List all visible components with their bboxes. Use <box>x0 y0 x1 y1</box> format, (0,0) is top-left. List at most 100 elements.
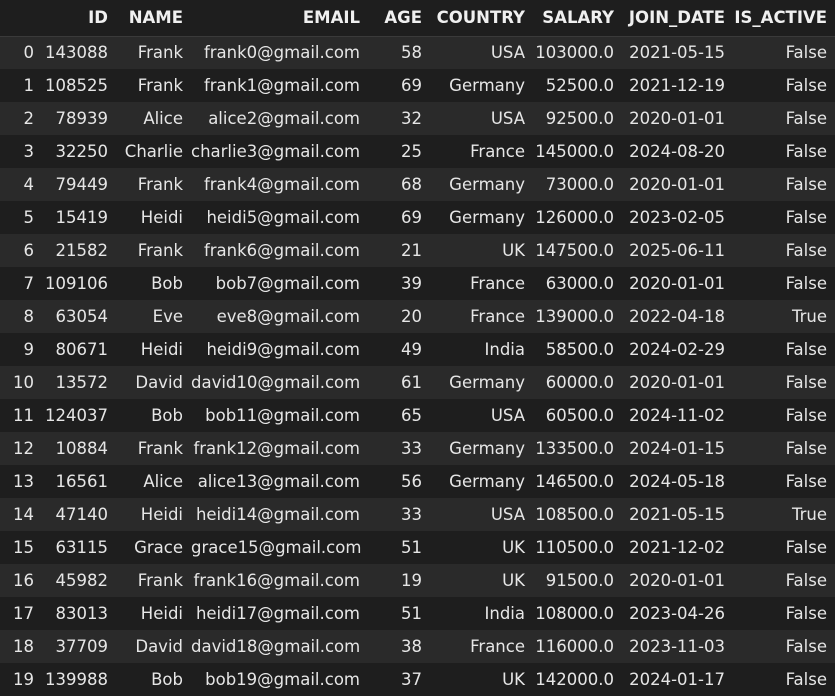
cell-is-active: False <box>785 109 827 128</box>
cell-age: 38 <box>401 637 422 656</box>
header-index <box>0 0 40 37</box>
cell-salary: 91500.0 <box>545 571 614 590</box>
table-row: 2 78939 Alice alice2@gmail.com 32 USA 92500.0 2… <box>0 102 835 135</box>
cell-age: 51 <box>401 604 422 623</box>
cell-age: 56 <box>401 472 422 491</box>
cell-salary: 103000.0 <box>535 43 614 63</box>
cell-country: UK <box>502 538 525 557</box>
header-is-active: IS_ACTIVE <box>733 0 835 37</box>
cell-is-active: False <box>785 472 827 491</box>
header-join-date: JOIN_DATE <box>622 0 733 37</box>
cell-join-date: 2025-06-11 <box>629 241 725 260</box>
cell-name: Bob <box>151 274 183 293</box>
cell-country: India <box>484 604 526 623</box>
cell-age: 68 <box>401 175 422 194</box>
cell-age: 33 <box>401 505 422 524</box>
cell-country: Germany <box>449 208 525 227</box>
cell-name: Frank <box>137 76 183 95</box>
table-row: 15 63115 Grace grace15@gmail.com 51 UK 110500.… <box>0 531 835 564</box>
cell-country: USA <box>490 43 525 63</box>
cell-email: frank1@gmail.com <box>203 76 360 95</box>
cell-email: frank0@gmail.com <box>203 43 360 63</box>
row-index: 8 <box>23 307 35 326</box>
cell-is-active: False <box>785 373 827 392</box>
cell-salary: 139000.0 <box>535 307 614 326</box>
cell-country: Germany <box>449 373 525 392</box>
cell-age: 21 <box>401 241 422 260</box>
cell-join-date: 2024-01-15 <box>629 439 725 458</box>
table-row: 7 109106 Bob bob7@gmail.com 39 France 63000.0 2… <box>0 267 835 300</box>
cell-country: India <box>484 340 526 359</box>
row-index: 7 <box>23 274 35 293</box>
header-email: EMAIL <box>191 0 368 37</box>
cell-id: 13572 <box>55 373 109 392</box>
cell-id: 45982 <box>55 571 109 590</box>
cell-country: France <box>470 142 525 161</box>
cell-is-active: True <box>791 307 827 326</box>
cell-country: UK <box>502 241 525 260</box>
cell-country: Germany <box>449 175 525 194</box>
cell-salary: 116000.0 <box>535 637 614 656</box>
cell-country: USA <box>490 109 525 128</box>
cell-age: 69 <box>401 208 422 227</box>
cell-join-date: 2024-01-17 <box>629 670 725 689</box>
cell-salary: 126000.0 <box>535 208 614 227</box>
cell-email: david10@gmail.com <box>191 373 361 392</box>
cell-email: alice2@gmail.com <box>208 109 360 128</box>
cell-email: alice13@gmail.com <box>197 472 360 491</box>
cell-email: bob11@gmail.com <box>205 406 360 425</box>
cell-age: 25 <box>401 142 422 161</box>
cell-is-active: False <box>785 76 827 95</box>
cell-join-date: 2024-02-29 <box>629 340 725 359</box>
row-index: 13 <box>13 472 34 491</box>
cell-country: USA <box>490 406 525 425</box>
cell-is-active: False <box>785 538 827 557</box>
cell-name: Grace <box>134 538 183 557</box>
cell-name: David <box>135 373 183 392</box>
cell-age: 58 <box>401 43 422 63</box>
cell-salary: 108500.0 <box>535 505 614 524</box>
row-index: 19 <box>13 670 34 689</box>
row-index: 11 <box>13 406 34 425</box>
cell-id: 108525 <box>45 76 108 95</box>
cell-is-active: False <box>785 43 827 63</box>
cell-salary: 133500.0 <box>535 439 614 458</box>
header-name: NAME <box>116 0 191 37</box>
cell-name: Heidi <box>140 208 183 227</box>
cell-name: Alice <box>143 109 183 128</box>
cell-is-active: False <box>785 241 827 260</box>
cell-id: 124037 <box>45 406 108 425</box>
cell-age: 69 <box>401 76 422 95</box>
cell-country: UK <box>502 571 525 590</box>
cell-join-date: 2020-01-01 <box>629 109 725 128</box>
cell-salary: 52500.0 <box>545 76 614 95</box>
cell-email: grace15@gmail.com <box>191 538 362 557</box>
row-index: 4 <box>23 175 35 194</box>
cell-id: 80671 <box>55 340 109 359</box>
cell-is-active: False <box>785 406 827 425</box>
table-row: 4 79449 Frank frank4@gmail.com 68 Germany 7300… <box>0 168 835 201</box>
cell-salary: 146500.0 <box>535 472 614 491</box>
cell-email: frank16@gmail.com <box>193 571 360 590</box>
row-index: 17 <box>13 604 34 623</box>
cell-id: 63115 <box>55 538 109 557</box>
cell-salary: 147500.0 <box>535 241 614 260</box>
cell-email: bob7@gmail.com <box>215 274 360 293</box>
cell-email: heidi9@gmail.com <box>206 340 360 359</box>
cell-name: Heidi <box>140 505 183 524</box>
cell-id: 21582 <box>55 241 109 260</box>
cell-email: heidi5@gmail.com <box>206 208 360 227</box>
header-age: AGE <box>368 0 430 37</box>
header-id: ID <box>40 0 116 37</box>
cell-is-active: False <box>785 637 827 656</box>
cell-country: USA <box>490 505 525 524</box>
cell-is-active: False <box>785 274 827 293</box>
table-row: 8 63054 Eve eve8@gmail.com 20 France 139000.0 2… <box>0 300 835 333</box>
cell-is-active: False <box>785 175 827 194</box>
cell-email: frank4@gmail.com <box>203 175 360 194</box>
table-row: 18 37709 David david18@gmail.com 38 France 116… <box>0 630 835 663</box>
cell-salary: 63000.0 <box>545 274 614 293</box>
row-index: 12 <box>13 439 34 458</box>
cell-id: 15419 <box>55 208 109 227</box>
